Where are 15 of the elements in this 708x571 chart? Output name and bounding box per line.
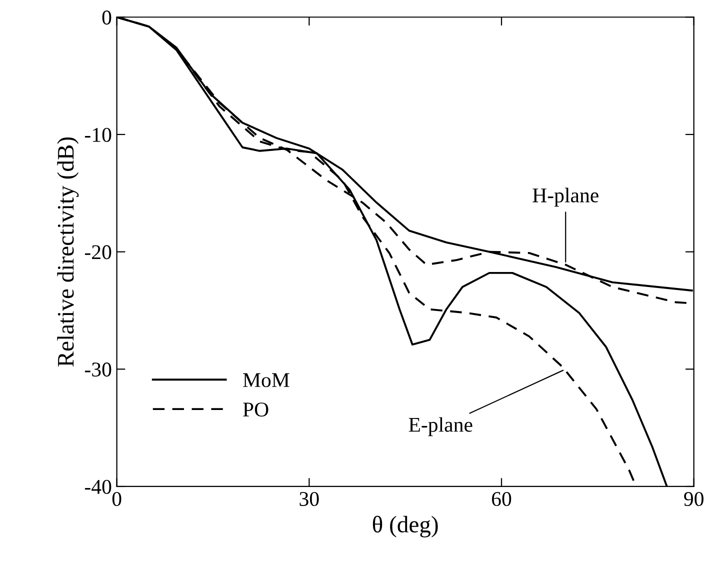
x-tick-label: 30 bbox=[300, 492, 319, 506]
x-tick-label: 60 bbox=[492, 492, 512, 506]
annotation: E-plane bbox=[408, 417, 472, 436]
x-axis-title: θ (deg) bbox=[372, 516, 438, 538]
y-tick-label: -20 bbox=[84, 245, 112, 260]
legend-label: PO bbox=[243, 402, 268, 417]
y-tick-label: -30 bbox=[84, 362, 112, 377]
legend-label: MoM bbox=[243, 373, 290, 388]
y-axis-title: Relative directivity (dB) bbox=[57, 137, 79, 367]
y-tick-label: -40 bbox=[84, 480, 112, 494]
x-tick-label: 0 bbox=[112, 492, 122, 506]
annotation: H-plane bbox=[532, 188, 598, 207]
x-tick-label: 90 bbox=[684, 492, 704, 506]
y-tick-label: -10 bbox=[84, 128, 112, 142]
y-tick-label: 0 bbox=[102, 10, 112, 25]
